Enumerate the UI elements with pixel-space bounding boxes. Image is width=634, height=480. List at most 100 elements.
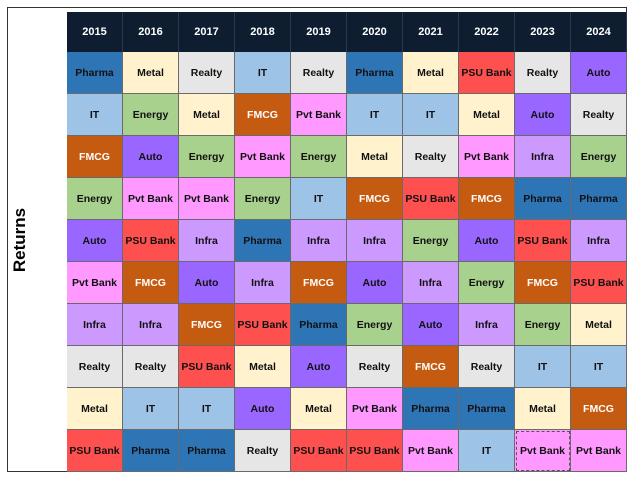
sector-cell: Infra [347, 220, 403, 262]
year-header: 2015 [67, 12, 123, 52]
sector-cell: Realty [67, 346, 123, 388]
sector-cell: Realty [291, 52, 347, 94]
sector-cell: Realty [459, 346, 515, 388]
sector-cell: Pharma [571, 178, 627, 220]
sector-cell: Metal [67, 388, 123, 430]
year-header: 2020 [347, 12, 403, 52]
sector-cell: Metal [291, 388, 347, 430]
sector-cell: Auto [515, 94, 571, 136]
sector-cell: Infra [291, 220, 347, 262]
year-header: 2019 [291, 12, 347, 52]
sector-cell: Infra [235, 262, 291, 304]
sector-cell: Metal [235, 346, 291, 388]
sector-cell: Pharma [179, 430, 235, 472]
sector-cell: Pvt Bank [515, 430, 571, 472]
year-header: 2016 [123, 12, 179, 52]
sector-cell: PSU Bank [67, 430, 123, 472]
sector-cell: Energy [403, 220, 459, 262]
sector-cell: PSU Bank [347, 430, 403, 472]
sector-cell: Auto [179, 262, 235, 304]
sector-cell: Energy [179, 136, 235, 178]
sector-cell: Infra [571, 220, 627, 262]
sector-cell: Energy [515, 304, 571, 346]
sector-cell: PSU Bank [179, 346, 235, 388]
sector-cell: IT [291, 178, 347, 220]
sector-cell: Metal [515, 388, 571, 430]
sector-cell: Energy [459, 262, 515, 304]
sector-cell: Pvt Bank [235, 136, 291, 178]
sector-cell: FMCG [67, 136, 123, 178]
sector-cell: IT [67, 94, 123, 136]
sector-cell: Pvt Bank [459, 136, 515, 178]
sector-cell: Pvt Bank [67, 262, 123, 304]
sector-cell: Realty [235, 430, 291, 472]
sector-cell: Pharma [347, 52, 403, 94]
sector-cell: Energy [347, 304, 403, 346]
sector-cell: Auto [403, 304, 459, 346]
sector-cell: FMCG [515, 262, 571, 304]
sector-cell: Energy [291, 136, 347, 178]
sector-cell: Pharma [123, 430, 179, 472]
sector-cell: Infra [459, 304, 515, 346]
sector-cell: Pvt Bank [403, 430, 459, 472]
sector-cell: Pharma [459, 388, 515, 430]
sector-cell: PSU Bank [571, 262, 627, 304]
sector-cell: Realty [347, 346, 403, 388]
sector-cell: IT [571, 346, 627, 388]
sector-cell: Realty [123, 346, 179, 388]
sector-cell: FMCG [571, 388, 627, 430]
sector-cell: Pvt Bank [291, 94, 347, 136]
sector-cell: PSU Bank [235, 304, 291, 346]
sector-cell: PSU Bank [459, 52, 515, 94]
sector-cell: Infra [179, 220, 235, 262]
sector-cell: Pharma [67, 52, 123, 94]
sector-cell: Infra [515, 136, 571, 178]
sector-cell: Energy [67, 178, 123, 220]
sector-cell: Pvt Bank [571, 430, 627, 472]
year-header: 2017 [179, 12, 235, 52]
sector-cell: Metal [571, 304, 627, 346]
sector-cell: IT [515, 346, 571, 388]
sector-cell: Realty [571, 94, 627, 136]
year-header: 2018 [235, 12, 291, 52]
sector-cell: Auto [291, 346, 347, 388]
sector-cell: Pvt Bank [347, 388, 403, 430]
sector-cell: Realty [179, 52, 235, 94]
sector-cell: IT [179, 388, 235, 430]
sector-cell: IT [235, 52, 291, 94]
sector-cell: Auto [67, 220, 123, 262]
sector-cell: Auto [123, 136, 179, 178]
sector-cell: Metal [403, 52, 459, 94]
year-header: 2024 [571, 12, 627, 52]
sector-cell: PSU Bank [403, 178, 459, 220]
sector-cell: Realty [515, 52, 571, 94]
sector-cell: PSU Bank [123, 220, 179, 262]
sector-cell: Auto [571, 52, 627, 94]
sector-cell: Pharma [235, 220, 291, 262]
sector-cell: Pharma [291, 304, 347, 346]
sector-cell: Pharma [403, 388, 459, 430]
sector-cell: FMCG [347, 178, 403, 220]
sector-cell: Auto [235, 388, 291, 430]
sector-cell: FMCG [179, 304, 235, 346]
sector-cell: FMCG [459, 178, 515, 220]
sector-cell: Auto [347, 262, 403, 304]
sector-cell: FMCG [123, 262, 179, 304]
sector-cell: Metal [179, 94, 235, 136]
sector-cell: Infra [67, 304, 123, 346]
sector-cell: Pharma [515, 178, 571, 220]
sector-cell: Energy [571, 136, 627, 178]
sector-cell: Infra [123, 304, 179, 346]
sector-cell: IT [403, 94, 459, 136]
sector-cell: IT [347, 94, 403, 136]
sector-cell: FMCG [235, 94, 291, 136]
sector-cell: Metal [459, 94, 515, 136]
sector-cell: Pvt Bank [123, 178, 179, 220]
year-header: 2022 [459, 12, 515, 52]
sector-cell: Energy [123, 94, 179, 136]
sector-cell: Realty [403, 136, 459, 178]
sector-cell: Metal [123, 52, 179, 94]
sector-cell: Pvt Bank [179, 178, 235, 220]
year-header: 2021 [403, 12, 459, 52]
sector-cell: PSU Bank [515, 220, 571, 262]
